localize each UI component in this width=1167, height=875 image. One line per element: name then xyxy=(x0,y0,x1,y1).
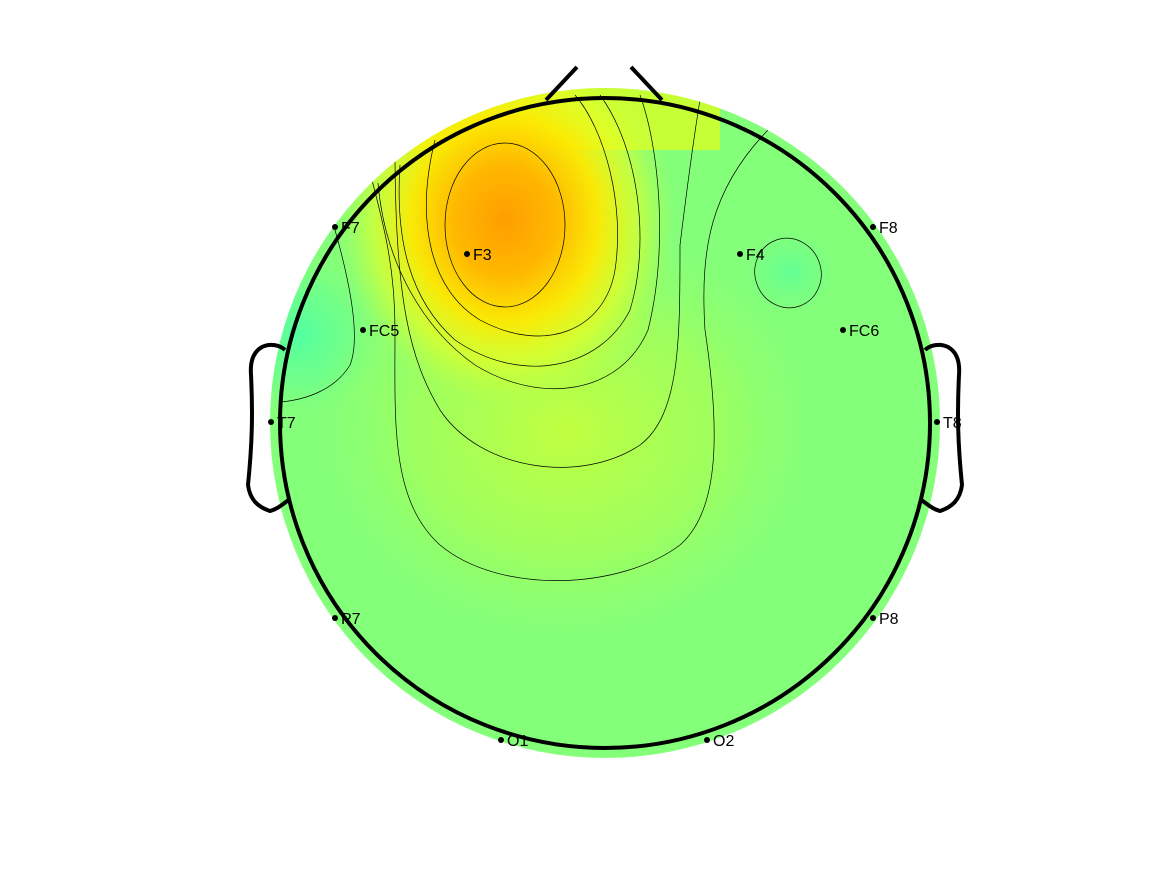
contour-line xyxy=(394,99,701,468)
electrode-marker xyxy=(870,224,876,230)
electrode-o2: O2 xyxy=(704,733,734,750)
electrode-p7: P7 xyxy=(332,611,361,628)
nose xyxy=(544,65,664,102)
electrode-t7: T7 xyxy=(268,415,296,432)
electrode-marker xyxy=(704,737,710,743)
electrode-marker xyxy=(464,251,470,257)
electrode-f3: F3 xyxy=(464,247,492,264)
contour-line xyxy=(377,94,660,389)
electrode-label: F7 xyxy=(341,220,360,237)
left-ear xyxy=(246,342,292,513)
electrode-label: P8 xyxy=(879,611,899,628)
f3-activity-peak xyxy=(335,88,675,405)
electrode-label: P7 xyxy=(341,611,361,628)
electrode-o1: O1 xyxy=(498,733,528,750)
electrode-fc5: FC5 xyxy=(360,323,399,340)
electrode-f4: F4 xyxy=(737,247,765,264)
electrode-label: T7 xyxy=(277,415,296,432)
contour-line xyxy=(371,129,769,581)
electrode-marker xyxy=(332,224,338,230)
electrode-f8: F8 xyxy=(870,220,898,237)
electrode-marker xyxy=(268,419,274,425)
right-ear xyxy=(918,342,964,513)
contour-line xyxy=(426,94,618,337)
electrode-label: F3 xyxy=(473,247,492,264)
electrode-marker xyxy=(840,327,846,333)
electrode-label: T8 xyxy=(943,415,962,432)
electrode-label: O2 xyxy=(713,733,734,750)
electrode-marker xyxy=(360,327,366,333)
electrode-marker xyxy=(332,615,338,621)
electrode-fc6: FC6 xyxy=(840,323,879,340)
electrode-label: F4 xyxy=(746,247,765,264)
electrode-p8: P8 xyxy=(870,611,899,628)
electrode-marker xyxy=(498,737,504,743)
electrode-marker xyxy=(737,251,743,257)
electrode-t8: T8 xyxy=(934,415,962,432)
head-outline xyxy=(246,65,964,750)
color-field xyxy=(270,88,940,758)
contour-line xyxy=(398,94,641,367)
electrode-marker xyxy=(870,615,876,621)
contour-line xyxy=(754,237,822,309)
electrodes: F7 F3 F4 F8 FC5 FC6 T7 T8 P7 P8 O1 O2 xyxy=(268,220,962,750)
electrode-label: FC6 xyxy=(849,323,879,340)
contour-lines xyxy=(279,94,822,581)
contour-line xyxy=(279,229,355,403)
electrode-f7: F7 xyxy=(332,220,360,237)
electrode-label: FC5 xyxy=(369,323,399,340)
electrode-marker xyxy=(934,419,940,425)
electrode-label: O1 xyxy=(507,733,528,750)
scalp-outline xyxy=(278,96,932,750)
electrode-label: F8 xyxy=(879,220,898,237)
t7-low-activity xyxy=(270,250,380,420)
contour-line xyxy=(444,142,566,308)
